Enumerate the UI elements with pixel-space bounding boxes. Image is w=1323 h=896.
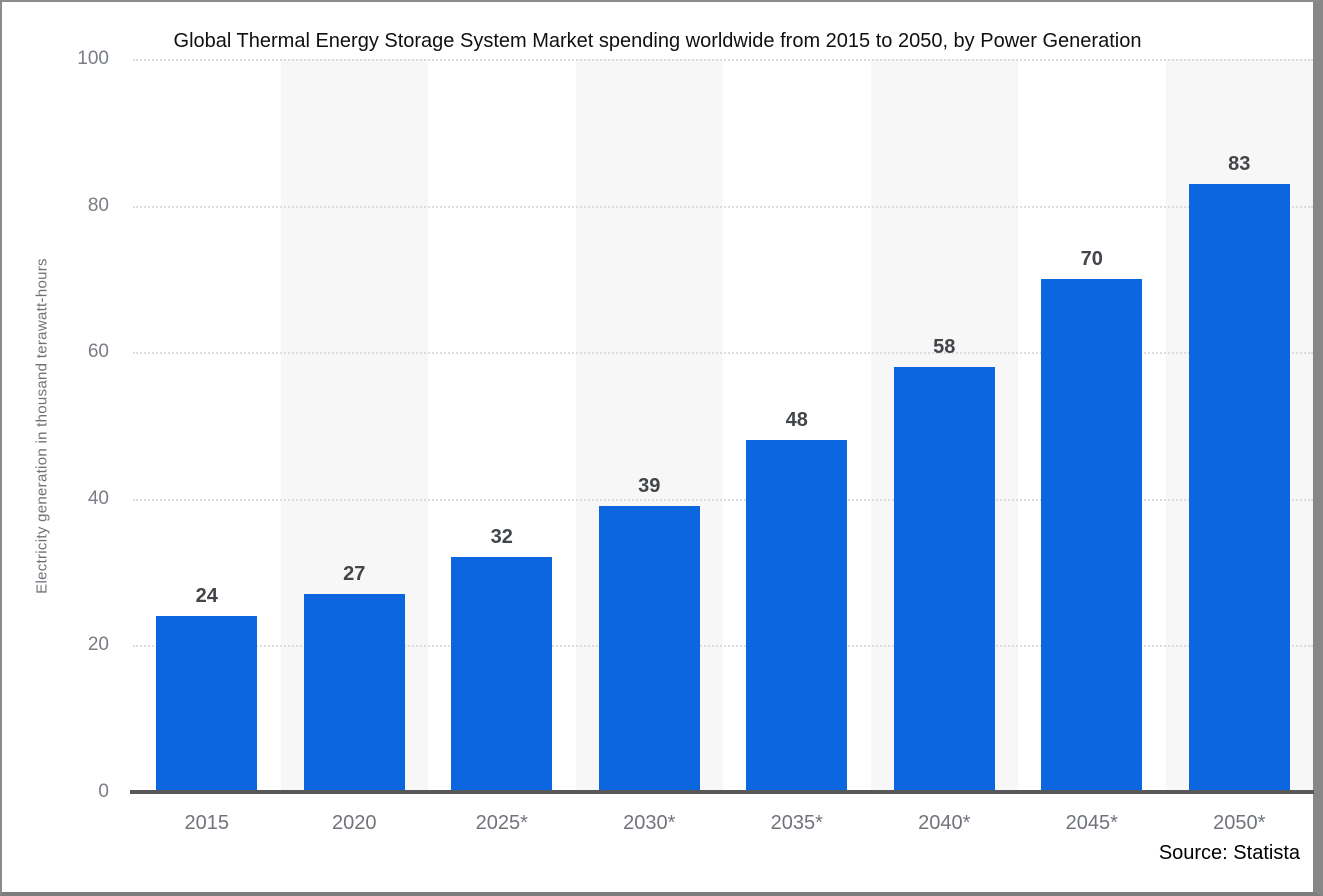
bar <box>156 616 258 792</box>
bar-value-label: 32 <box>490 526 513 549</box>
y-tick-label: 40 <box>87 487 109 509</box>
x-tick-label: 2020 <box>332 812 377 834</box>
bar-value-label: 24 <box>195 585 218 608</box>
y-tick-label: 80 <box>87 194 109 216</box>
gridline <box>133 352 1313 355</box>
x-tick-label: 2025* <box>475 812 528 834</box>
x-tick-label: 2045* <box>1065 812 1118 834</box>
chart-title-wrap: Global Thermal Energy Storage System Mar… <box>2 26 1313 56</box>
gridline <box>133 205 1313 208</box>
y-tick-label: 60 <box>87 341 109 363</box>
chart-title: Global Thermal Energy Storage System Mar… <box>173 30 1142 52</box>
x-tick-label: 2035* <box>770 812 823 834</box>
bar-value-label: 27 <box>343 563 366 586</box>
y-tick-label: 20 <box>87 634 109 656</box>
bar-value-label: 39 <box>638 475 661 498</box>
bar <box>598 506 700 792</box>
plot-area: 24 27 32 39 48 58 70 83 <box>133 59 1313 792</box>
x-axis-line <box>130 790 1314 794</box>
bar <box>893 366 995 792</box>
gridline <box>133 645 1313 648</box>
bar <box>746 440 848 792</box>
x-tick-label: 2015 <box>184 812 230 834</box>
y-tick-label: 100 <box>77 48 109 69</box>
bar <box>1041 278 1143 792</box>
x-tick-label: 2040* <box>918 812 971 834</box>
x-tick-label: 2050* <box>1213 812 1266 834</box>
y-axis-title: Electricity generation in thousand teraw… <box>33 258 51 594</box>
bar <box>1188 183 1290 792</box>
bar-value-label: 70 <box>1080 247 1103 270</box>
source-attribution: Source: Statista <box>1158 842 1300 864</box>
bar-value-label: 58 <box>933 335 956 358</box>
bar <box>303 594 405 792</box>
x-tick-label: 2030* <box>623 812 676 834</box>
gridline <box>133 498 1313 501</box>
gridline <box>133 59 1313 61</box>
bar-value-label: 48 <box>785 409 808 432</box>
bar <box>451 557 553 792</box>
y-tick-label: 0 <box>98 781 109 802</box>
bar-value-label: 83 <box>1228 152 1251 175</box>
